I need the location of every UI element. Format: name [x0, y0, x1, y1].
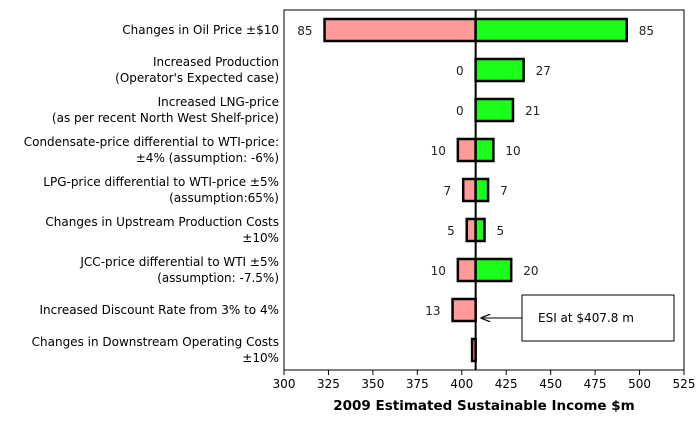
value-label-high-1: 27 [536, 64, 551, 78]
bar-low-5 [465, 217, 477, 243]
value-label-high-6: 20 [523, 264, 538, 278]
x-tick-label-400: 400 [450, 377, 473, 391]
category-label-2-1: (as per recent North West Shelf-price) [52, 111, 279, 125]
value-label-low-3: 10 [431, 144, 446, 158]
value-label-low-4: 7 [444, 184, 452, 198]
category-label-8-0: Changes in Downstream Operating Costs [32, 335, 279, 349]
category-label-3-1: ±4% (assumption: -6%) [136, 151, 279, 165]
bar-high-0 [474, 17, 629, 43]
value-label-high-3: 10 [505, 144, 520, 158]
bar-low-4 [461, 177, 477, 203]
category-label-2-0: Increased LNG-price [158, 95, 279, 109]
category-label-4-0: LPG-price differential to WTI-price ±5% [43, 175, 279, 189]
value-label-low-1: 0 [456, 64, 464, 78]
x-tick-label-475: 475 [584, 377, 607, 391]
x-tick-label-325: 325 [317, 377, 340, 391]
bar-low-6 [456, 257, 477, 283]
value-label-low-7: 13 [425, 304, 440, 318]
x-tick-label-300: 300 [273, 377, 296, 391]
x-tick-label-350: 350 [361, 377, 384, 391]
category-label-1-0: Increased Production [153, 55, 279, 69]
x-tick-label-375: 375 [406, 377, 429, 391]
value-label-high-5: 5 [497, 224, 505, 238]
x-tick-label-425: 425 [495, 377, 518, 391]
category-label-0-0: Changes in Oil Price ±$10 [122, 23, 279, 37]
bar-low-3 [456, 137, 477, 163]
bar-high-4 [474, 177, 490, 203]
category-label-8-1: ±10% [242, 351, 279, 365]
value-label-low-5: 5 [447, 224, 455, 238]
category-label-4-1: (assumption:65%) [169, 191, 279, 205]
category-label-6-1: (assumption: -7.5%) [157, 271, 279, 285]
x-tick-label-500: 500 [628, 377, 651, 391]
bar-high-5 [474, 217, 486, 243]
value-label-low-2: 0 [456, 104, 464, 118]
bar-high-1 [474, 57, 525, 83]
esi-annotation: ESI at $407.8 m [482, 294, 675, 342]
value-label-low-6: 10 [431, 264, 446, 278]
bar-high-6 [474, 257, 513, 283]
value-label-high-0: 85 [639, 24, 654, 38]
bar-low-0 [323, 17, 477, 43]
category-label-7-0: Increased Discount Rate from 3% to 4% [39, 303, 279, 317]
x-tick-label-450: 450 [539, 377, 562, 391]
category-label-5-1: ±10% [242, 231, 279, 245]
bar-low-7 [451, 297, 477, 323]
value-label-high-2: 21 [525, 104, 540, 118]
annotation-text: ESI at $407.8 m [538, 311, 634, 325]
category-label-1-1: (Operator's Expected case) [115, 71, 279, 85]
category-label-6-0: JCC-price differential to WTI ±5% [79, 255, 279, 269]
value-label-high-4: 7 [500, 184, 508, 198]
category-label-3-0: Condensate-price differential to WTI-pri… [24, 135, 279, 149]
x-axis-label: 2009 Estimated Sustainable Income $m [333, 398, 634, 414]
bar-high-3 [474, 137, 495, 163]
category-label-5-0: Changes in Upstream Production Costs [45, 215, 279, 229]
value-label-low-0: 85 [297, 24, 312, 38]
bar-high-2 [474, 97, 515, 123]
x-tick-label-525: 525 [673, 377, 696, 391]
